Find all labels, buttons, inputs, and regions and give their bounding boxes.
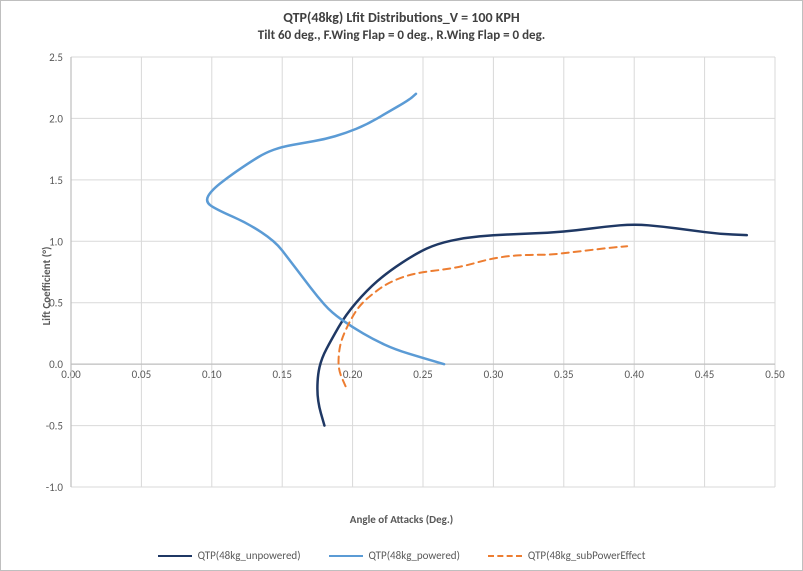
chart-subtitle: Tilt 60 deg., F.Wing Flap = 0 deg., R.Wi… xyxy=(1,28,802,43)
y-tick-label: 2.5 xyxy=(49,51,63,64)
chart-title: QTP(48kg) Lfit Distributions_V = 100 KPH xyxy=(1,9,802,26)
legend-swatch xyxy=(158,555,192,557)
x-tick-label: 0.40 xyxy=(624,368,644,381)
legend-swatch xyxy=(488,555,522,557)
legend-item: QTP(48kg_subPowerEffect xyxy=(488,549,645,562)
y-tick-label: -0.5 xyxy=(46,420,63,433)
x-tick-label: 0.30 xyxy=(484,368,504,381)
plot-svg: 0.000.050.100.150.200.250.300.350.400.45… xyxy=(71,57,775,487)
y-tick-label: -1.0 xyxy=(46,481,64,494)
x-tick-label: 0.45 xyxy=(695,368,715,381)
y-tick-label: 0.0 xyxy=(49,358,63,371)
legend-label: QTP(48kg_powered) xyxy=(369,549,460,562)
x-tick-label: 0.25 xyxy=(413,368,433,381)
series-line xyxy=(207,94,444,364)
y-tick-label: 1.0 xyxy=(49,235,63,248)
x-tick-label: 0.15 xyxy=(272,368,292,381)
y-tick-label: 1.5 xyxy=(49,174,63,187)
x-tick-label: 0.50 xyxy=(765,368,785,381)
y-tick-label: 0.5 xyxy=(49,297,63,310)
series-line xyxy=(339,246,628,386)
chart-title-block: QTP(48kg) Lfit Distributions_V = 100 KPH… xyxy=(1,9,802,43)
x-tick-label: 0.10 xyxy=(202,368,222,381)
x-tick-label: 0.20 xyxy=(343,368,363,381)
legend-item: QTP(48kg_unpowered) xyxy=(158,549,301,562)
x-axis-label: Angle of Attacks (Deg.) xyxy=(1,513,802,526)
plot-area: 0.000.050.100.150.200.250.300.350.400.45… xyxy=(71,57,775,487)
chart-container: QTP(48kg) Lfit Distributions_V = 100 KPH… xyxy=(0,0,803,571)
legend-item: QTP(48kg_powered) xyxy=(329,549,460,562)
y-axis-label: Lift Coefficient (°) xyxy=(40,246,53,325)
x-tick-label: 0.35 xyxy=(554,368,574,381)
legend: QTP(48kg_unpowered) QTP(48kg_powered) QTP(… xyxy=(1,549,802,562)
x-tick-label: 0.05 xyxy=(132,368,152,381)
legend-swatch xyxy=(329,555,363,557)
legend-label: QTP(48kg_subPowerEffect xyxy=(528,549,645,562)
legend-label: QTP(48kg_unpowered) xyxy=(198,549,301,562)
y-tick-label: 2.0 xyxy=(49,112,63,125)
